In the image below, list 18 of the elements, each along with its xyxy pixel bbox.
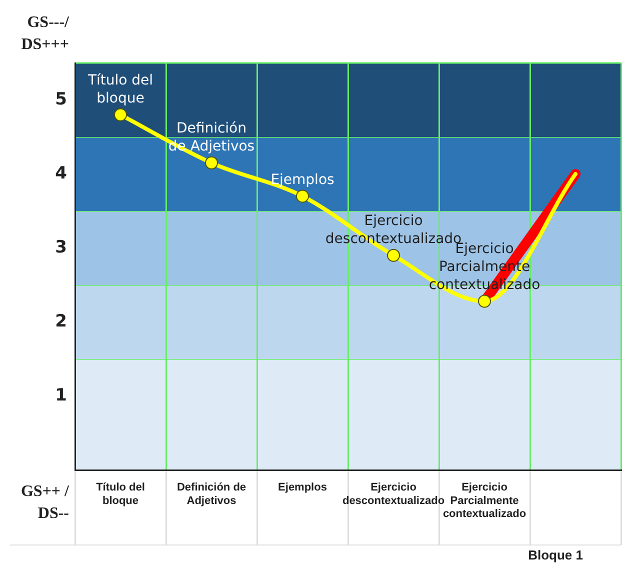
y-tick-label: 4	[55, 163, 68, 184]
point	[296, 190, 309, 203]
point	[478, 294, 491, 308]
point	[205, 156, 218, 170]
annotation: Ejemplos	[270, 172, 334, 188]
x-axis-title: Bloque 1	[528, 548, 583, 563]
x-tick-label: Ejemplos	[278, 482, 327, 494]
y-tick-label: 1	[55, 385, 67, 406]
annotation: Título del bloque	[86, 72, 154, 106]
point	[114, 108, 127, 122]
y-tick-label: 3	[55, 237, 67, 258]
x-tick-label: Definición de Adjetivos	[176, 482, 246, 507]
y-tick-label: 2	[55, 311, 67, 332]
point	[387, 248, 400, 262]
text: GS++ / DS--	[20, 483, 70, 522]
y-tick-label: 5	[55, 89, 67, 110]
text: GS---/ DS+++	[21, 14, 70, 54]
x-tick-label: Título del bloque	[96, 482, 145, 507]
